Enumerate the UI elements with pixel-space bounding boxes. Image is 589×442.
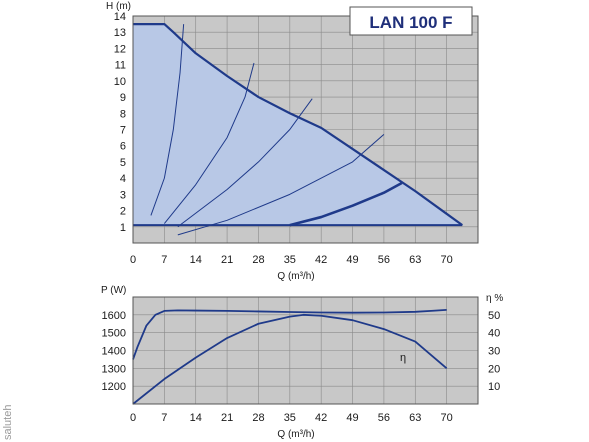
efficiency-y-tick-label: 30: [488, 346, 500, 358]
power-y-label: P (W): [101, 285, 126, 296]
head-x-tick-label: 70: [441, 254, 453, 266]
power-x-tick-label: 0: [130, 412, 136, 424]
head-y-label: H (m): [106, 1, 131, 12]
chart-title: LAN 100 F: [369, 13, 452, 32]
power-y-tick-label: 1500: [102, 328, 126, 340]
head-y-tick-label: 11: [115, 60, 126, 72]
head-y-tick-label: 8: [120, 108, 126, 120]
power-x-tick-label: 56: [378, 412, 390, 424]
head-curve-2: [163, 62, 255, 224]
head-y-tick-label: 5: [120, 157, 126, 169]
power-y-tick-label: 1300: [102, 363, 126, 375]
efficiency-y-ticks: 10 20 30 40 50: [488, 310, 500, 393]
power-x-tick-label: 63: [409, 412, 421, 424]
power-y-tick-label: 1400: [102, 346, 126, 358]
head-y-tick-label: 13: [114, 27, 126, 39]
power-x-tick-label: 42: [315, 412, 327, 424]
head-x-tick-label: 28: [252, 254, 264, 266]
efficiency-y-tick-label: 50: [488, 310, 500, 322]
efficiency-y-tick-label: 10: [488, 381, 500, 393]
eta-annotation: η: [400, 352, 406, 364]
head-x-tick-label: 21: [221, 254, 233, 266]
power-gridlines: [133, 297, 478, 404]
efficiency-curve: [132, 313, 448, 405]
power-plot-frame: [132, 296, 479, 405]
head-y-tick-label: 1: [120, 222, 126, 234]
power-chart: 0 7 14 21 28 35 42 49 56 63 70 1200 1300 1400 1500 160…: [101, 285, 503, 440]
head-y-tick-label: 6: [120, 141, 126, 153]
head-series: [133, 23, 463, 236]
power-x-tick-label: 21: [221, 412, 233, 424]
head-curve-5: [289, 181, 403, 227]
operating-area: [133, 24, 463, 226]
power-y-tick-label: 1600: [102, 310, 126, 322]
head-curve-0: [133, 23, 463, 227]
head-x-tick-label: 42: [315, 254, 327, 266]
head-x-tick-label: 35: [284, 254, 296, 266]
head-plot-frame: [132, 15, 479, 244]
head-y-tick-label: 12: [114, 43, 126, 55]
power-curve: [132, 308, 447, 360]
head-x-tick-label: 7: [161, 254, 167, 266]
head-x-tick-label: 56: [378, 254, 390, 266]
head-y-tick-label: 7: [120, 125, 126, 137]
head-chart: 0 7 14 21 28 35 42 49 56 63 70 1234567891011121314…: [106, 1, 479, 282]
head-x-ticks: 0 7 14 21 28 35 42 49 56 63 70: [130, 254, 453, 266]
head-x-label: Q (m³/h): [277, 271, 314, 282]
power-x-tick-label: 35: [284, 412, 296, 424]
power-x-tick-label: 70: [441, 412, 453, 424]
power-x-tick-label: 28: [252, 412, 264, 424]
head-x-tick-label: 14: [190, 254, 202, 266]
efficiency-y-tick-label: 20: [488, 363, 500, 375]
head-x-tick-label: 0: [130, 254, 136, 266]
power-x-ticks: 0 7 14 21 28 35 42 49 56 63 70: [130, 412, 453, 424]
watermark: saluteh: [2, 404, 14, 440]
power-x-tick-label: 7: [161, 412, 167, 424]
head-y-tick-label: 9: [120, 92, 126, 104]
head-y-tick-label: 4: [120, 173, 126, 185]
power-y-ticks: 1200 1300 1400 1500 1600: [102, 310, 126, 393]
power-y-tick-label: 1200: [102, 381, 126, 393]
head-x-tick-label: 63: [409, 254, 421, 266]
power-series: [132, 308, 448, 405]
title-box: [349, 6, 473, 36]
power-x-label: Q (m³/h): [277, 429, 314, 440]
head-y-tick-label: 14: [114, 11, 126, 23]
head-curve-1: [150, 24, 185, 216]
head-x-tick-label: 49: [346, 254, 358, 266]
power-x-tick-label: 49: [346, 412, 358, 424]
power-x-tick-label: 14: [190, 412, 202, 424]
head-y-tick-label: 10: [114, 76, 126, 88]
head-curve-3: [177, 98, 313, 228]
efficiency-y-label: η %: [486, 293, 503, 304]
efficiency-y-tick-label: 40: [488, 328, 500, 340]
head-y-tick-label: 2: [120, 206, 126, 218]
head-y-tick-label: 3: [120, 189, 126, 201]
